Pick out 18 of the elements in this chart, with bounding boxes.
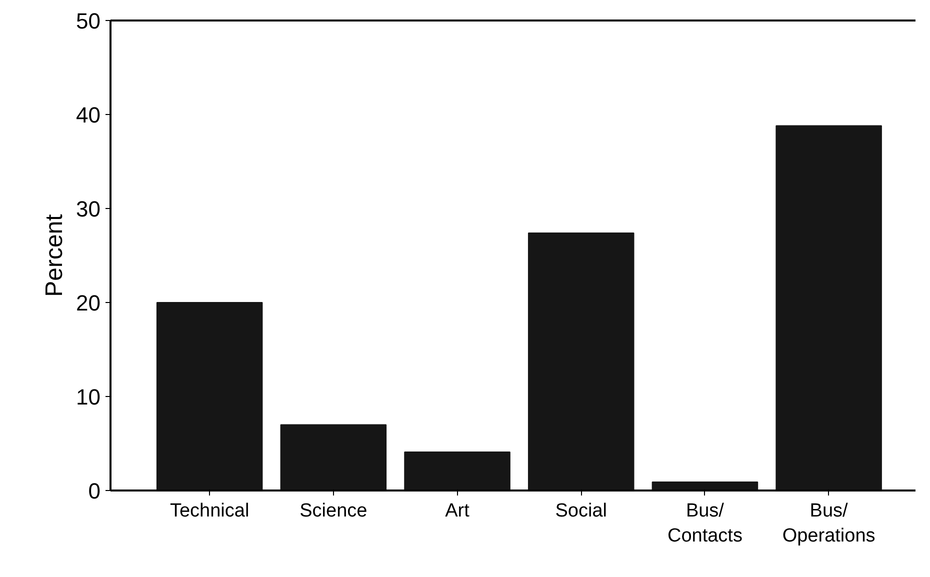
y-tick-label: 20: [76, 290, 101, 316]
bar: [528, 232, 634, 490]
x-tick-label: Art: [445, 500, 470, 522]
x-tick-label: Technical: [170, 500, 250, 522]
bar: [404, 451, 510, 490]
y-tick-label: 10: [76, 384, 101, 410]
y-tick-label: 0: [88, 478, 101, 504]
bar: [156, 302, 263, 490]
y-tick-label: 50: [76, 8, 101, 34]
x-tick-label: Bus/ Contacts: [667, 500, 742, 547]
x-tick-label: Bus/ Operations: [782, 500, 876, 547]
y-tick-label: 30: [76, 196, 101, 222]
x-tick-label: Social: [555, 500, 607, 522]
y-tick-label: 40: [76, 102, 101, 128]
bar: [776, 125, 882, 490]
bar: [280, 424, 387, 490]
x-tick-label: Science: [300, 500, 368, 522]
y-axis-title: Percent: [41, 214, 68, 297]
